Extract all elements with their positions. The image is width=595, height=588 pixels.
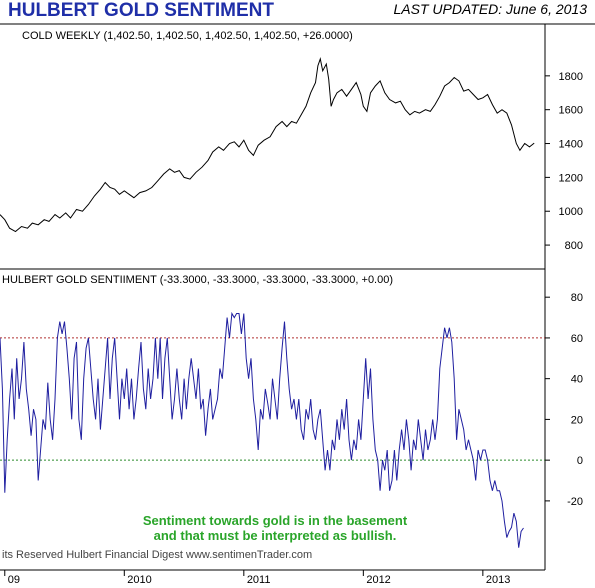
sentiment-y-tick-label: -20 [567,496,583,508]
sentiment-y-tick-label: 40 [571,374,583,386]
last-updated-label: LAST UPDATED: June 6, 2013 [394,1,588,17]
chart-title: HULBERT GOLD SENTIMENT [8,0,274,21]
sentiment-y-tick-label: 80 [571,292,583,304]
gold-y-tick-label: 1000 [559,206,583,218]
gold-price-series [0,57,535,233]
x-tick-label: 2013 [486,574,510,586]
x-tick-label: 2011 [247,574,271,586]
x-tick-label: 2012 [366,574,390,586]
gold-y-tick-label: 800 [565,240,583,252]
x-axis: 09 2010 2011 2012 2013 [4,570,510,586]
annotation-line-1: Sentiment towards gold is in the basemen… [143,513,408,528]
gold-y-axis: 800 1000 1200 1400 1600 1800 [545,71,583,252]
gold-y-tick-label: 1800 [559,71,583,83]
sentiment-y-tick-label: 0 [577,455,583,467]
x-tick-label: 2010 [127,574,151,586]
gold-panel-label: COLD WEEKLY (1,402.50, 1,402.50, 1,402.5… [22,30,353,42]
sentiment-y-axis: -20 0 20 40 60 80 [545,292,583,508]
x-tick-label: 09 [8,574,20,586]
sentiment-panel-label: HULBERT GOLD SENTIIMENT (-33.3000, -33.3… [2,274,393,286]
sentiment-y-tick-label: 60 [571,333,583,345]
sentiment-series [0,311,524,548]
gold-y-tick-label: 1200 [559,172,583,184]
sentiment-y-tick-label: 20 [571,414,583,426]
annotation-line-2: and that must be interpreted as bullish. [154,528,397,543]
gold-price-panel: COLD WEEKLY (1,402.50, 1,402.50, 1,402.5… [0,23,595,570]
sentiment-panel: HULBERT GOLD SENTIIMENT (-33.3000, -33.3… [0,274,583,561]
gold-y-tick-label: 1600 [559,105,583,117]
copyright-text: its Reserved Hulbert Financial Digest ww… [2,549,312,561]
gold-y-tick-label: 1400 [559,139,583,151]
